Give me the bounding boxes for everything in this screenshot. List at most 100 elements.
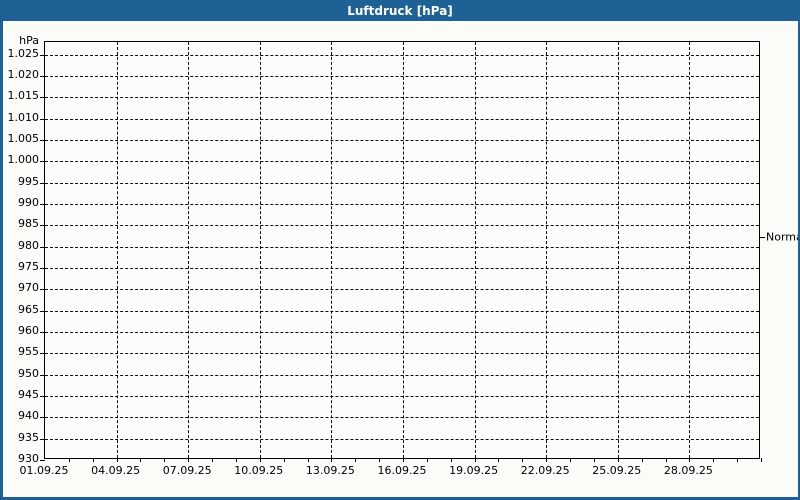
x-axis-minor-tick [283, 458, 285, 462]
gridline-horizontal [45, 310, 759, 312]
y-axis-tick [40, 118, 45, 120]
gridline-horizontal [45, 374, 759, 376]
y-axis-tick [40, 161, 45, 163]
x-axis-tick-label: 28.09.25 [663, 464, 713, 477]
x-axis-minor-tick [92, 458, 94, 462]
y-axis-tick-label: 955 [18, 345, 39, 359]
x-axis-tick-label: 07.09.25 [162, 464, 212, 477]
x-axis-minor-tick [689, 458, 691, 462]
y-axis-tick [40, 97, 45, 99]
gridline-vertical [474, 42, 476, 458]
x-axis-tick-label: 10.09.25 [234, 464, 284, 477]
x-axis-minor-tick [498, 458, 500, 462]
gridline-horizontal [45, 246, 759, 248]
y-axis-tick-label: 1.000 [7, 153, 40, 167]
x-axis-minor-tick [450, 458, 452, 462]
x-axis-minor-tick [164, 458, 166, 462]
x-axis-tick-label: 13.09.25 [305, 464, 355, 477]
y-axis-tick [40, 396, 45, 398]
y-axis-tick-label: 995 [18, 174, 39, 188]
y-axis-tick [40, 225, 45, 227]
gridline-horizontal [45, 353, 759, 355]
x-axis-minor-tick [713, 458, 715, 462]
gridline-vertical [188, 42, 190, 458]
gridline-horizontal [45, 289, 759, 291]
gridline-vertical [259, 42, 261, 458]
x-axis-tick-label: 22.09.25 [520, 464, 570, 477]
x-axis-tick-label: 25.09.25 [592, 464, 642, 477]
x-axis-minor-tick [426, 458, 428, 462]
gridline-horizontal [45, 140, 759, 142]
gridline-horizontal [45, 332, 759, 334]
y-axis-tick [40, 54, 45, 56]
x-axis-minor-tick [737, 458, 739, 462]
x-axis-minor-tick [617, 458, 619, 462]
y-axis-tick-label: 1.005 [7, 132, 40, 146]
y-axis-tick-label: 985 [18, 217, 39, 231]
gridline-horizontal [45, 268, 759, 270]
y-axis-tick-label: 945 [18, 388, 39, 402]
x-axis-minor-tick [761, 458, 762, 462]
x-axis-minor-tick [546, 458, 548, 462]
y-axis-tick [40, 246, 45, 248]
gridline-vertical [116, 42, 118, 458]
y-axis-tick-label: 975 [18, 260, 39, 274]
y-axis-tick-label: 965 [18, 302, 39, 316]
y-axis-tick [40, 438, 45, 440]
y-axis-tick [40, 417, 45, 419]
y-axis-tick-label: 980 [18, 238, 39, 252]
y-axis-tick-label: 990 [18, 196, 39, 210]
y-axis-tick-label: 930 [18, 452, 39, 465]
x-axis-minor-tick [116, 458, 118, 462]
x-axis-minor-tick [259, 458, 261, 462]
gridline-vertical [617, 42, 619, 458]
x-axis-minor-tick [235, 458, 237, 462]
y-axis-tick [40, 268, 45, 270]
x-axis-minor-tick [379, 458, 381, 462]
y-axis-tick [40, 374, 45, 376]
x-axis-minor-tick [570, 458, 572, 462]
normal-level-label: Normal [766, 230, 798, 244]
chart-canvas: hPa 1.025 1.020 1.015 1.010 1.005 1.000 995 990… [3, 21, 798, 497]
gridline-horizontal [45, 118, 759, 120]
y-axis-tick-label: 1.020 [7, 68, 40, 82]
y-axis-tick [40, 310, 45, 312]
normal-level-tick [760, 237, 765, 239]
y-axis-tick [40, 140, 45, 142]
x-axis-minor-tick [68, 458, 70, 462]
y-axis-tick-label: 940 [18, 409, 39, 423]
y-axis-tick-label: 950 [18, 366, 39, 380]
x-axis-minor-tick [212, 458, 214, 462]
x-axis-minor-tick [641, 458, 643, 462]
x-axis-minor-tick [665, 458, 667, 462]
gridline-horizontal [45, 396, 759, 398]
y-axis-tick [40, 460, 45, 461]
x-axis-minor-tick [403, 458, 404, 462]
gridline-horizontal [45, 182, 759, 184]
x-axis-minor-tick [522, 458, 524, 462]
plot-area [40, 41, 762, 462]
x-axis-minor-tick [140, 458, 142, 462]
gridline-horizontal [45, 438, 759, 440]
x-axis-tick-label: 19.09.25 [449, 464, 499, 477]
x-axis-tick-label: 01.09.25 [19, 464, 69, 477]
y-axis-tick [40, 182, 45, 184]
x-axis-minor-tick [355, 458, 357, 462]
x-axis-tick-label: 16.09.25 [377, 464, 427, 477]
y-axis-tick [40, 204, 45, 206]
y-axis-tick [40, 332, 45, 334]
x-axis-minor-tick [474, 458, 476, 462]
y-axis-tick-label: 1.015 [7, 89, 40, 103]
y-axis-tick-label: 1.010 [7, 110, 40, 124]
y-axis-unit-label: hPa [19, 34, 39, 47]
y-axis-tick-label: 935 [18, 430, 39, 444]
gridline-vertical [403, 42, 404, 458]
gridline-horizontal [45, 204, 759, 206]
y-axis-tick [40, 353, 45, 355]
x-axis-minor-tick [188, 458, 190, 462]
gridline-vertical [331, 42, 333, 458]
gridline-horizontal [45, 161, 759, 163]
y-axis-tick-label: 1.025 [7, 46, 40, 60]
page-title: Luftdruck [hPa] [347, 3, 453, 18]
gridline-horizontal [45, 417, 759, 419]
